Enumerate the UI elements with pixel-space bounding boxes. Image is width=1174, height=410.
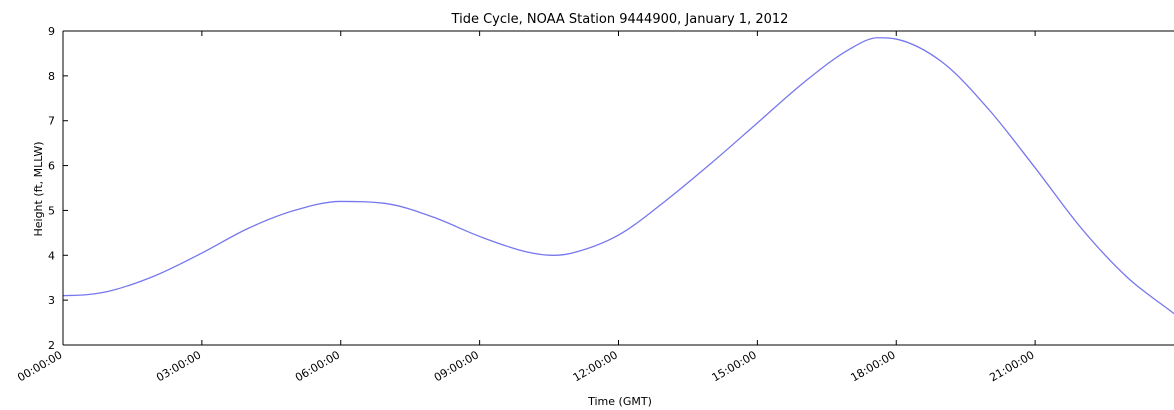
y-tick-label: 6 xyxy=(48,160,55,173)
plot-area: 2 3 4 5 6 7 8 9 00:00:00 03:00:00 06:00:00 09:00:00… xyxy=(15,25,1174,384)
y-tick-label: 3 xyxy=(48,294,55,307)
x-axis-label: Time (GMT) xyxy=(587,395,652,408)
x-tick-label: 06:00:00 xyxy=(293,348,342,384)
y-axis-label: Height (ft, MLLW) xyxy=(32,141,45,236)
y-tick-label: 7 xyxy=(48,115,55,128)
y-tick-label: 2 xyxy=(48,339,55,352)
y-tick-label: 5 xyxy=(48,204,55,217)
tide-height-line xyxy=(62,37,1174,315)
x-tick-label: 21:00:00 xyxy=(987,348,1036,384)
x-tick-label: 00:00:00 xyxy=(15,348,64,384)
y-tick-label: 9 xyxy=(48,25,55,38)
y-tick-label: 4 xyxy=(48,249,55,262)
x-tick-label: 12:00:00 xyxy=(571,348,620,384)
chart-title: Tide Cycle, NOAA Station 9444900, Januar… xyxy=(451,12,789,27)
x-tick-label: 15:00:00 xyxy=(710,348,759,384)
x-tick-label: 09:00:00 xyxy=(432,348,481,384)
y-tick-label: 8 xyxy=(48,70,55,83)
x-tick-label: 18:00:00 xyxy=(848,348,897,384)
x-tick-label: 03:00:00 xyxy=(154,348,203,384)
